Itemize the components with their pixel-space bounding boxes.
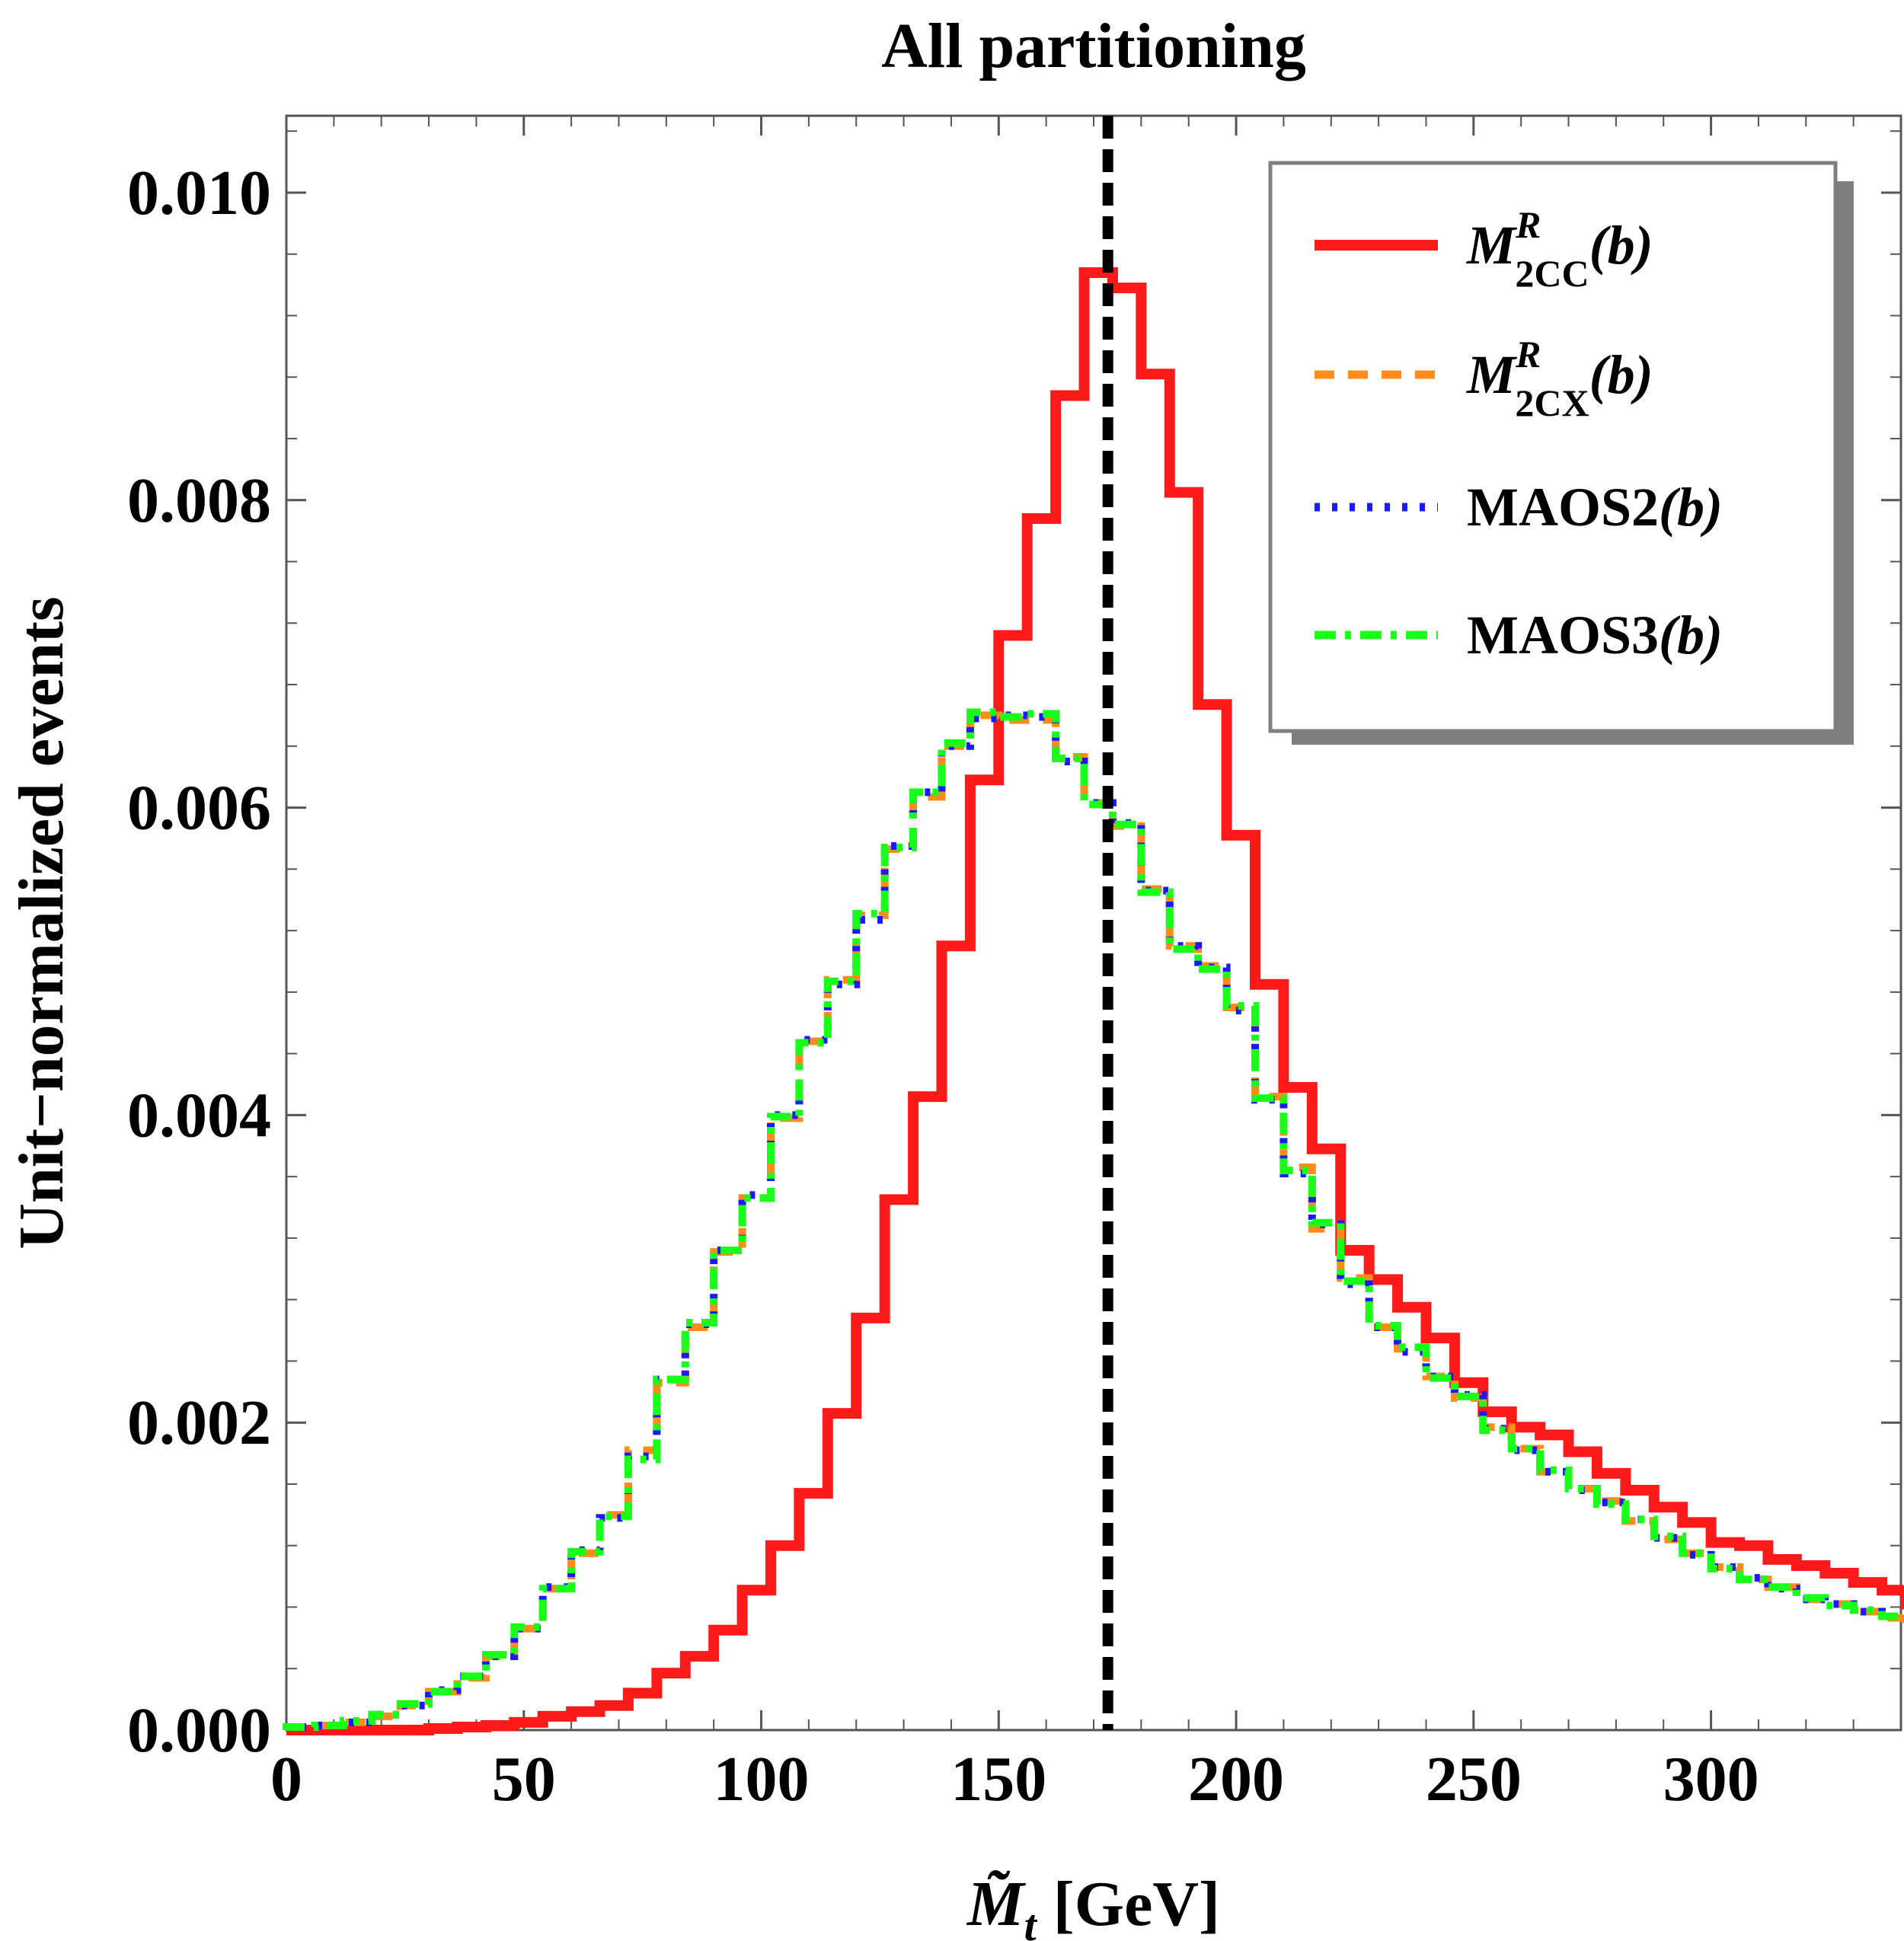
y-tick-label: 0.006 bbox=[127, 773, 271, 844]
y-tick-label: 0.004 bbox=[127, 1080, 271, 1151]
y-tick-label: 0.000 bbox=[127, 1695, 271, 1766]
x-axis-label-symbol: M̃ bbox=[966, 1869, 1027, 1939]
x-tick-label: 100 bbox=[714, 1744, 810, 1815]
x-tick-label: 300 bbox=[1663, 1744, 1759, 1815]
legend: MR 2CC(b) MR 2CX(b) MAOS2(b) MAOS3(b) bbox=[1268, 161, 1854, 745]
legend-label: MAOS3(b) bbox=[1467, 605, 1723, 666]
svg-text:M̃t[GeV]: M̃t [GeV] bbox=[966, 1869, 1220, 1941]
x-tick-label: 50 bbox=[492, 1744, 556, 1815]
y-tick-label: 0.010 bbox=[127, 158, 271, 228]
y-tick-label: 0.002 bbox=[127, 1387, 271, 1458]
x-axis: 0 50 100 150 200 250 300 bbox=[270, 116, 1902, 1815]
x-axis-label: M̃t [GeV] bbox=[966, 1869, 1220, 1941]
x-tick-label: 200 bbox=[1188, 1744, 1284, 1815]
x-axis-label-unit: [GeV] bbox=[1053, 1869, 1220, 1939]
x-tick-label: 250 bbox=[1426, 1744, 1522, 1815]
y-axis-label: Unit−normalized events bbox=[6, 596, 77, 1249]
series-maos2-b- bbox=[283, 711, 1904, 1731]
x-tick-label: 150 bbox=[950, 1744, 1046, 1815]
series-maos3-b- bbox=[283, 708, 1904, 1731]
legend-label: MR 2CC(b) bbox=[1466, 203, 1653, 295]
legend-label: MAOS2(b) bbox=[1467, 477, 1723, 538]
y-tick-label: 0.008 bbox=[127, 465, 271, 536]
x-tick-label: 0 bbox=[270, 1744, 302, 1815]
chart-title: All partitioning bbox=[881, 11, 1306, 81]
legend-label: MR 2CX(b) bbox=[1466, 333, 1653, 424]
y-axis: 0.000 0.002 0.004 0.006 0.008 0.010 bbox=[127, 130, 1901, 1766]
series-m2cx-b- bbox=[283, 711, 1904, 1731]
x-axis-label-subscript: t bbox=[1024, 1901, 1038, 1941]
series-m2cc-b- bbox=[286, 267, 1904, 1735]
